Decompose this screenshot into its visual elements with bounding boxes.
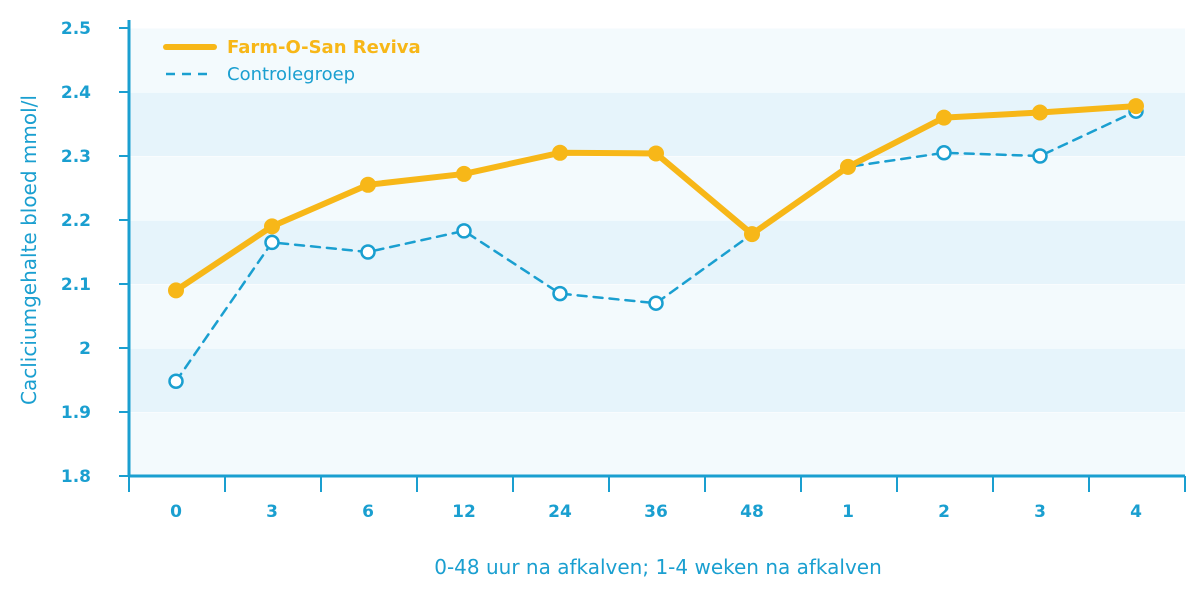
data-point: [360, 176, 376, 193]
data-point: [456, 165, 472, 182]
grid-band: [129, 284, 1185, 348]
grid-band: [129, 92, 1185, 156]
series-layer: [168, 98, 1144, 390]
y-tick-label: 2.4: [61, 83, 91, 103]
data-point: [936, 145, 952, 161]
x-tick-label: 2: [938, 502, 950, 522]
y-tick-label: 2.3: [61, 147, 91, 167]
x-tick-label: 1: [842, 502, 854, 522]
x-tick-label: 3: [266, 502, 278, 522]
grid-band: [129, 348, 1185, 412]
y-tick-label: 1.8: [61, 467, 91, 487]
data-point: [1032, 148, 1048, 164]
data-point: [744, 226, 760, 243]
y-tick-label: 2.5: [61, 19, 91, 39]
data-point: [552, 285, 568, 302]
x-axis-title: 0-48 uur na afkalven; 1-4 weken na afkal…: [434, 555, 882, 579]
data-point: [264, 218, 280, 235]
grid-band: [129, 156, 1185, 220]
legend: Farm-O-San Reviva Controlegroep: [163, 37, 421, 85]
grid-band: [129, 412, 1185, 476]
x-tick-label: 12: [452, 502, 476, 522]
y-tick-label: 2.1: [61, 275, 91, 295]
y-tick-label: 2.2: [61, 211, 91, 231]
data-point: [936, 109, 952, 126]
data-point: [1032, 104, 1048, 121]
data-point: [840, 158, 856, 175]
x-axis: 0 3 6 12 24 36 48 1 2 3 4: [128, 474, 1186, 522]
x-tick-label: 6: [362, 502, 374, 522]
grid-band: [129, 220, 1185, 284]
data-point: [552, 144, 568, 161]
data-point: [168, 282, 184, 299]
x-tick-label: 3: [1034, 502, 1046, 522]
grid-bands: [129, 27, 1185, 476]
legend-label: Farm-O-San Reviva: [227, 37, 421, 58]
data-point: [168, 373, 184, 390]
data-point: [1128, 98, 1144, 115]
y-axis-title: Cacliciumgehalte bloed mmol/l: [17, 95, 41, 405]
data-point: [648, 145, 664, 162]
x-tick-label: 0: [170, 502, 182, 522]
y-tick-label: 2: [79, 339, 91, 359]
data-point: [648, 295, 664, 311]
x-tick-label: 36: [644, 502, 668, 522]
x-tick-label: 24: [548, 502, 572, 522]
data-point: [360, 244, 376, 260]
x-tick-label: 48: [740, 502, 764, 522]
grid-band: [129, 28, 1185, 92]
legend-label: Controlegroep: [227, 64, 355, 85]
data-point: [456, 223, 472, 239]
y-axis: 1.8 1.9 2 2.1 2.2 2.3 2.4 2.5: [61, 19, 131, 487]
data-point: [264, 234, 280, 251]
x-tick-label: 4: [1130, 502, 1142, 522]
y-tick-label: 1.9: [61, 403, 91, 423]
